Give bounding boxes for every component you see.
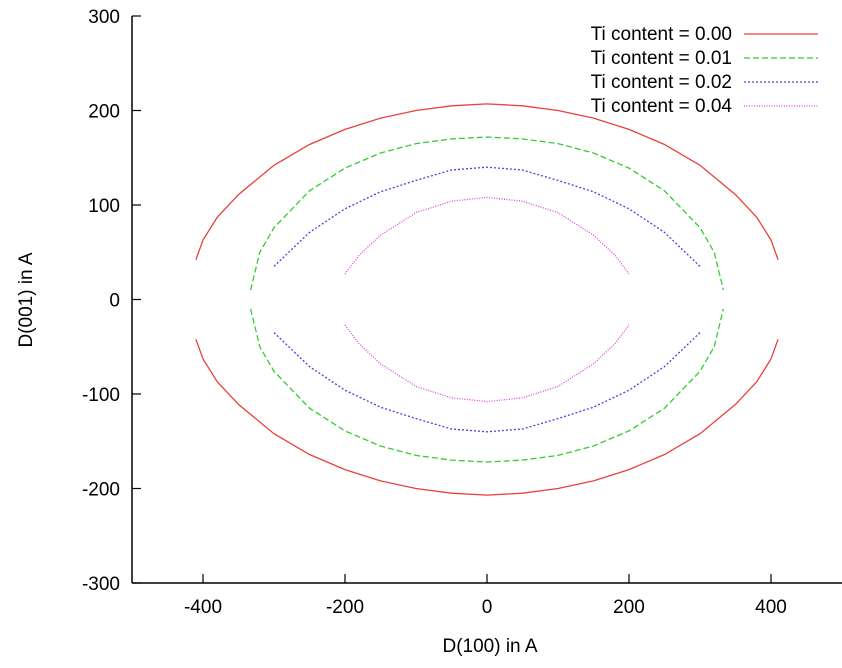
legend-entry-label: Ti content = 0.00: [591, 24, 732, 45]
y-tick-label: -200: [82, 480, 120, 501]
x-tick-label: -200: [326, 597, 364, 618]
y-tick-label: -100: [82, 385, 120, 406]
y-tick-label: 0: [109, 291, 120, 312]
y-axis-label: D(001) in A: [16, 252, 37, 347]
series-2-lower-line: [273, 332, 701, 433]
series-layer: [195, 103, 779, 496]
legend-entry-label: Ti content = 0.01: [591, 48, 732, 69]
series-0-lower-line: [195, 338, 779, 496]
legend: Ti content = 0.00 Ti content = 0.01 Ti con…: [591, 24, 818, 117]
legend-entry-label: Ti content = 0.02: [591, 72, 732, 93]
y-tick-label: 300: [88, 7, 120, 28]
plot-frame: [131, 16, 842, 584]
y-tick-label: -300: [82, 574, 120, 595]
x-tick-label: 200: [613, 597, 645, 618]
series-0-upper-line: [195, 103, 779, 261]
legend-entry-label: Ti content = 0.04: [591, 96, 733, 117]
series-3-upper-line: [344, 196, 630, 275]
x-tick-label: 400: [755, 597, 787, 618]
x-axis-label: D(100) in A: [442, 636, 537, 657]
series-1-lower-line: [249, 308, 725, 463]
y-axis-ticks: -300 -200 -100 0 100 200 300: [82, 7, 141, 595]
series-3-lower-line: [344, 324, 630, 403]
x-tick-label: -400: [184, 597, 222, 618]
series-2-upper-line: [273, 166, 701, 267]
x-tick-label: 0: [482, 597, 493, 618]
x-axis-ticks: -400 -200 0 200 400: [184, 574, 787, 618]
y-tick-label: 200: [88, 102, 120, 123]
series-1-upper-line: [249, 136, 725, 291]
y-tick-label: 100: [88, 196, 120, 217]
